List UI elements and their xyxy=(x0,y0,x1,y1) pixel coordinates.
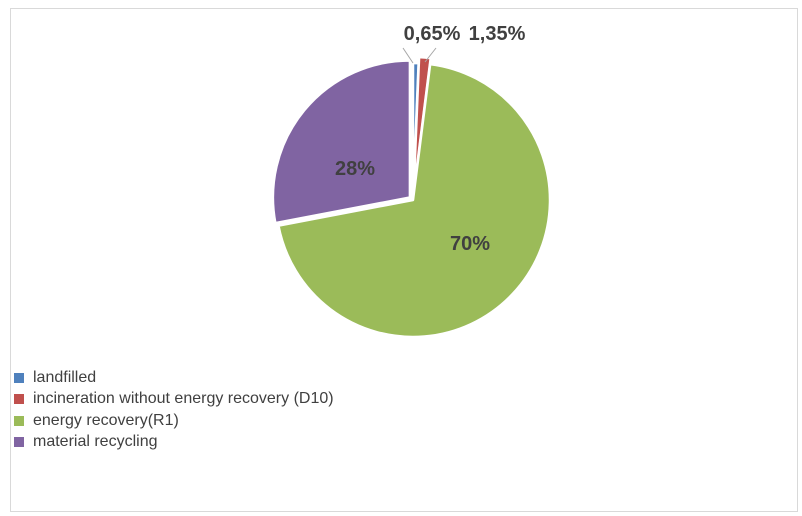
leader-line-incineration xyxy=(424,47,437,63)
legend-item-incineration: incineration without energy recovery (D1… xyxy=(14,389,334,411)
legend-swatch-energy-recovery xyxy=(14,415,24,426)
leader-line-landfilled xyxy=(402,47,414,64)
legend-label-landfilled: landfilled xyxy=(33,368,97,386)
legend-item-landfilled: landfilled xyxy=(14,367,334,389)
legend-label-energy-recovery: energy recovery(R1) xyxy=(33,411,179,429)
legend-swatch-landfilled xyxy=(14,372,24,383)
data-label-landfilled: 0,65% xyxy=(404,23,461,45)
pie-slice-material-recycling xyxy=(271,59,412,225)
data-label-incineration: 1,35% xyxy=(469,23,526,45)
legend-label-material-recycling: material recycling xyxy=(33,433,158,451)
legend-item-material-recycling: material recycling xyxy=(14,432,334,454)
legend-label-incineration: incineration without energy recovery (D1… xyxy=(33,390,334,408)
legend-swatch-material-recycling xyxy=(14,437,24,448)
data-label-energy-recovery: 70% xyxy=(450,233,490,255)
legend-item-energy-recovery: energy recovery(R1) xyxy=(14,410,334,432)
legend-swatch-incineration xyxy=(14,394,24,405)
data-label-material-recycling: 28% xyxy=(335,158,375,180)
chart-legend: landfilled incineration without energy r… xyxy=(14,367,334,453)
pie-slice-energy-recovery xyxy=(277,62,552,339)
